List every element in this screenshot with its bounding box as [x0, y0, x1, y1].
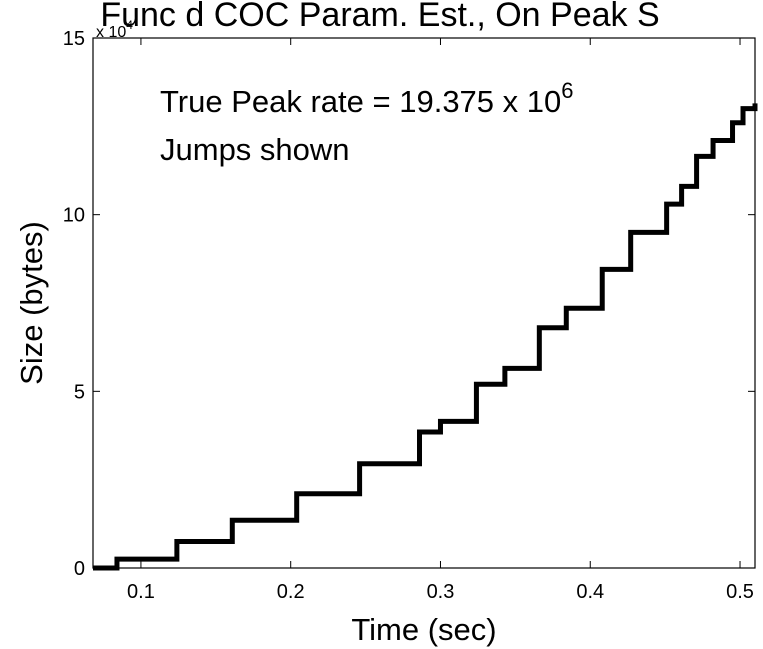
plot-area-frame — [92, 37, 756, 569]
x-tick-label: 0.1 — [127, 581, 155, 603]
x-tick-label: 0.5 — [726, 581, 754, 603]
chart-title: Func d COC Param. Est., On Peak S — [100, 0, 659, 34]
y-tick-label: 0 — [74, 558, 85, 580]
y-exponent-power: 4 — [126, 18, 133, 32]
annotation-power: 6 — [561, 78, 573, 103]
y-tick-label: 15 — [63, 28, 85, 50]
y-axis-label: Size (bytes) — [14, 221, 49, 385]
y-exponent-label: x 104 — [96, 18, 133, 41]
x-axis-ticks: 0.1 0.2 0.3 0.4 0.5 — [127, 38, 754, 603]
y-tick-label: 10 — [63, 205, 85, 227]
x-axis-label: Time (sec) — [351, 612, 496, 647]
annotation-peak-rate: True Peak rate = 19.375 x 106 — [160, 78, 574, 119]
x-tick-label: 0.3 — [427, 581, 455, 603]
y-tick-label: 5 — [74, 381, 85, 403]
annotation-jumps-shown: Jumps shown — [160, 132, 350, 167]
x-tick-label: 0.4 — [576, 581, 604, 603]
series-layer — [93, 103, 758, 571]
axes: 0.1 0.2 0.3 0.4 0.5 0 5 10 15 — [63, 28, 758, 603]
series-line — [93, 103, 758, 571]
x-tick-label: 0.2 — [277, 581, 305, 603]
y-axis-ticks: 0 5 10 15 — [63, 28, 755, 580]
